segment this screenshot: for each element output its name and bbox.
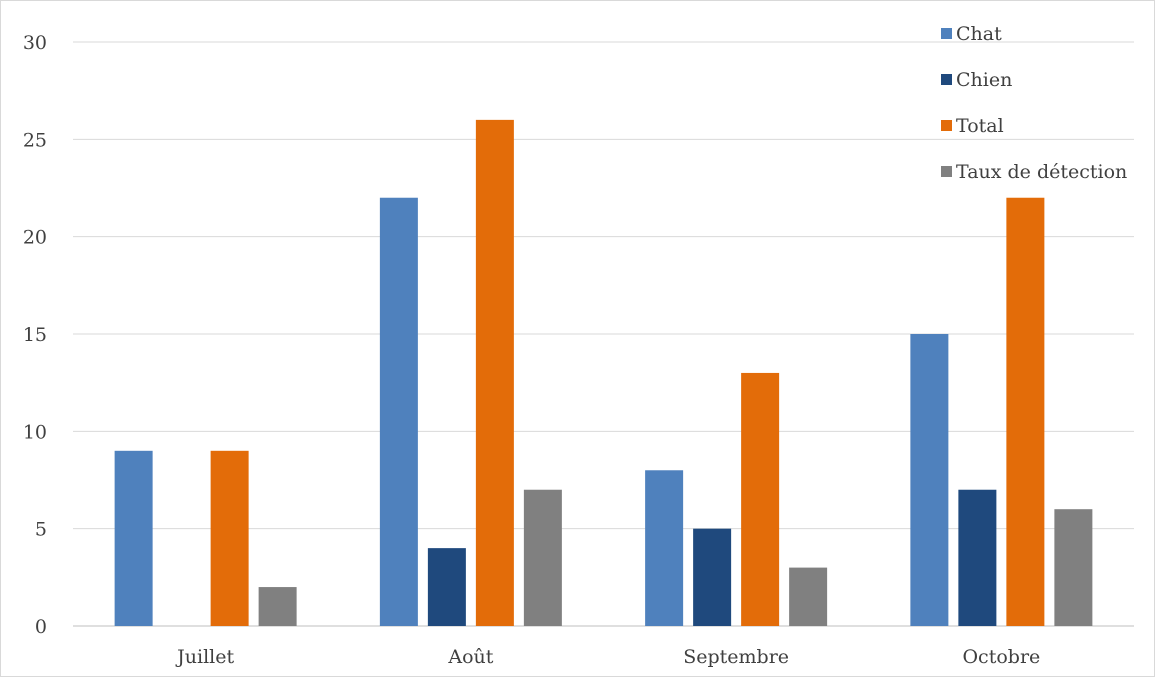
bar-taux-de-d-tection-3 — [1054, 509, 1093, 626]
bar-chat-1 — [379, 197, 418, 626]
gridlines — [73, 41, 1134, 627]
bar-total-1 — [475, 119, 514, 626]
y-tick-label: 15 — [23, 324, 47, 346]
legend-swatch — [941, 74, 952, 85]
bar-taux-de-d-tection-2 — [789, 567, 828, 626]
y-tick-label: 5 — [35, 519, 47, 541]
axes: 0 5 10 15 20 25 30 Juillet Août Septembre Octobre — [23, 32, 1040, 668]
legend-label: Total — [956, 115, 1004, 137]
y-tick-label: 10 — [23, 421, 47, 443]
y-tick-label: 20 — [23, 227, 47, 249]
x-tick-label: Septembre — [683, 646, 789, 668]
bars — [114, 119, 1093, 626]
legend-label: Chien — [956, 69, 1012, 91]
y-tick-label: 0 — [35, 616, 47, 638]
legend-swatch — [941, 28, 952, 39]
y-tick-label: 25 — [23, 129, 47, 151]
x-tick-label: Juillet — [175, 646, 234, 668]
legend-swatch — [941, 166, 952, 177]
bar-chat-0 — [114, 450, 153, 626]
bar-chat-2 — [645, 470, 684, 626]
bar-total-3 — [1006, 197, 1045, 626]
legend: Chat Chien Total Taux de détection — [941, 23, 1127, 183]
x-tick-label: Août — [447, 646, 493, 668]
bar-total-2 — [741, 372, 780, 626]
bar-taux-de-d-tection-1 — [523, 489, 562, 626]
bar-total-0 — [210, 450, 249, 626]
legend-label: Chat — [956, 23, 1002, 45]
bar-chien-3 — [958, 489, 997, 626]
bar-chien-1 — [427, 548, 466, 626]
y-tick-label: 30 — [23, 32, 47, 54]
x-tick-label: Octobre — [962, 646, 1040, 668]
bar-taux-de-d-tection-0 — [258, 587, 297, 626]
bar-chien-2 — [693, 528, 732, 626]
legend-label: Taux de détection — [956, 161, 1127, 183]
bar-chat-3 — [910, 334, 949, 626]
legend-swatch — [941, 120, 952, 131]
